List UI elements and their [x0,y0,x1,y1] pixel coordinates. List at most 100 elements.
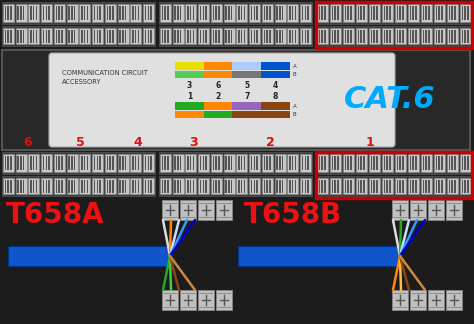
Bar [162,179,163,192]
Text: COMMUNICATION CIRCUIT
ACCESSORY: COMMUNICATION CIRCUIT ACCESSORY [62,70,148,85]
Bar [371,156,372,170]
Bar [122,179,124,192]
Bar [145,179,146,192]
Bar [173,4,184,22]
Bar [162,6,163,20]
Bar [467,179,469,192]
Bar [428,29,430,42]
Bar [177,156,179,170]
Bar [441,179,443,192]
Bar [395,28,406,44]
Bar [119,179,121,192]
Bar [292,6,293,20]
Bar [218,29,219,42]
Bar [266,156,268,170]
Bar [350,156,352,170]
Bar [79,154,91,172]
Bar [343,178,354,194]
Bar [287,154,299,172]
Bar [233,62,261,70]
Bar [317,154,328,172]
Bar [262,4,273,22]
Bar [254,179,255,192]
Bar [132,29,134,42]
Bar [274,154,286,172]
Bar [55,179,57,192]
Bar [61,179,63,192]
Bar [5,29,6,42]
Bar [337,179,339,192]
Bar [81,6,82,20]
Bar [421,178,432,194]
Bar [0,0,474,160]
Bar [145,156,146,170]
Bar [356,154,367,172]
Bar [160,4,171,22]
Bar [308,29,309,42]
Bar [71,156,73,170]
Bar [231,29,232,42]
Bar [162,156,163,170]
Bar [282,156,283,170]
Bar [143,28,154,44]
Bar [2,176,155,196]
Bar [256,179,258,192]
Bar [28,28,39,44]
Bar [3,28,14,44]
Bar [305,156,306,170]
Bar [132,156,134,170]
Bar [180,179,182,192]
Bar [324,156,326,170]
Bar [137,156,139,170]
Bar [30,29,32,42]
Bar [205,6,207,20]
Bar [386,6,388,20]
Bar [79,28,91,44]
Bar [421,28,432,44]
Bar [386,156,388,170]
Bar [118,154,129,172]
Bar [244,179,245,192]
Bar [8,179,9,192]
Bar [316,2,472,48]
Bar [244,29,245,42]
Bar [46,156,47,170]
Bar [3,4,14,22]
Bar [167,6,169,20]
Bar [143,4,154,22]
Bar [357,156,359,170]
Bar [137,29,139,42]
Bar [356,4,367,22]
Bar [241,179,242,192]
Bar [236,28,247,44]
Bar [236,154,247,172]
Bar [112,29,114,42]
Bar [382,4,393,22]
Text: 4: 4 [273,81,278,90]
Bar [119,156,121,170]
Bar [46,179,47,192]
Bar [5,179,6,192]
Bar [216,290,232,310]
Bar [212,6,214,20]
Bar [173,178,184,194]
Bar [357,179,359,192]
Bar [412,179,414,192]
Bar [460,28,471,44]
Bar [308,156,309,170]
Bar [261,102,290,110]
Bar [330,4,341,22]
Bar [269,6,271,20]
Bar [204,102,233,110]
Bar [150,29,152,42]
Bar [460,4,471,22]
Bar [266,179,268,192]
Bar [192,179,194,192]
Bar [68,29,70,42]
Bar [402,179,404,192]
Bar [465,179,466,192]
Bar [5,156,6,170]
Bar [423,179,424,192]
Bar [2,2,155,24]
Bar [408,178,419,194]
